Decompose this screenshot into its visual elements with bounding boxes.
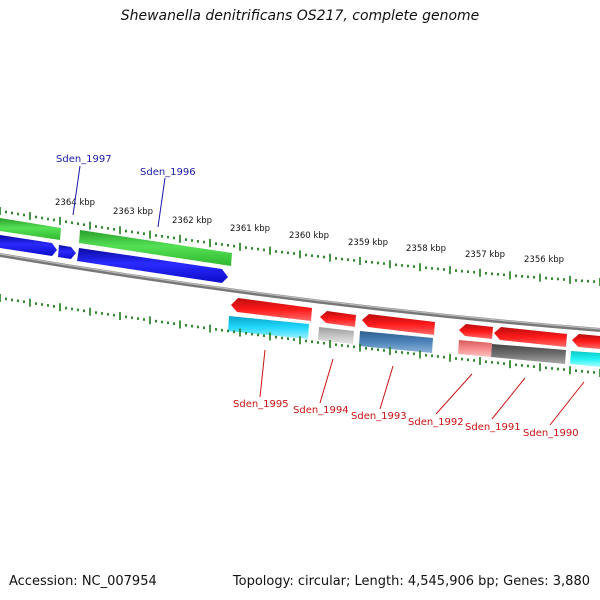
forward-strand-genes [0, 218, 232, 283]
gene-arrow-red-1993[interactable] [362, 314, 435, 335]
scale-label: 2359 kbp [348, 238, 388, 248]
leader-sden-1991 [491, 377, 526, 420]
reverse-strand-genes [228, 298, 600, 367]
gene-arrow-red-1992a[interactable] [459, 324, 493, 339]
gene-labels: Sden_1997 Sden_1996 Sden_1995 Sden_1994 … [56, 154, 579, 439]
genome-backbone-highlight [0, 253, 600, 330]
gene-arrow-red-1994[interactable] [320, 311, 356, 327]
scale-ticks-bottom [0, 294, 600, 377]
scale-ticks-top [0, 207, 600, 286]
accession-label: Accession: NC_007954 [9, 574, 157, 589]
gene-label-sden-1991[interactable]: Sden_1991 [465, 422, 521, 433]
leader-sden-1992 [435, 373, 473, 415]
gene-label-sden-1993[interactable]: Sden_1993 [351, 411, 407, 422]
gene-arrow-blue-1[interactable] [0, 235, 57, 256]
scale-label: 2363 kbp [113, 207, 153, 217]
gene-block-cyan[interactable] [228, 316, 309, 339]
gene-block-lightgray[interactable] [318, 327, 354, 344]
gene-block-darkgray[interactable] [491, 344, 566, 364]
gene-label-sden-1995[interactable]: Sden_1995 [233, 399, 289, 410]
gene-arrow-blue-2[interactable] [58, 245, 76, 259]
gene-label-sden-1997[interactable]: Sden_1997 [56, 154, 112, 165]
scale-label: 2358 kbp [406, 244, 446, 254]
gene-block-steelblue[interactable] [359, 331, 433, 353]
gene-block-pink[interactable] [458, 340, 492, 357]
leader-sden-1995 [259, 349, 266, 398]
gene-label-sden-1990[interactable]: Sden_1990 [523, 428, 579, 439]
leader-sden-1996 [157, 177, 166, 228]
gene-arrow-red-1992b[interactable] [494, 327, 567, 347]
gene-arrow-red-1995[interactable] [231, 298, 312, 321]
genome-backbone [0, 253, 600, 332]
gene-label-sden-1992[interactable]: Sden_1992 [408, 417, 464, 428]
leader-sden-1990 [549, 381, 585, 426]
genome-title: Shewanella denitrificans OS217, complete… [120, 8, 480, 24]
scale-label: 2360 kbp [289, 231, 329, 241]
gene-arrow-green-1[interactable] [0, 218, 61, 240]
leader-sden-1994 [319, 358, 334, 404]
genome-summary: Topology: circular; Length: 4,545,906 bp… [232, 574, 590, 589]
gene-arrow-green-2[interactable] [79, 230, 232, 266]
gene-label-leaders [72, 165, 585, 426]
gene-label-sden-1996[interactable]: Sden_1996 [140, 167, 196, 178]
scale-label: 2357 kbp [465, 250, 505, 260]
gene-block-aqua[interactable] [570, 351, 600, 367]
scale-label: 2361 kbp [230, 224, 270, 234]
scale-label: 2362 kbp [172, 216, 212, 226]
gene-label-sden-1994[interactable]: Sden_1994 [293, 405, 349, 416]
leader-sden-1993 [379, 365, 394, 410]
scale-label: 2356 kbp [524, 255, 564, 265]
gene-arrow-red-1990[interactable] [572, 334, 600, 349]
gene-arrow-blue-3[interactable] [77, 248, 228, 283]
leader-sden-1997 [72, 165, 81, 216]
